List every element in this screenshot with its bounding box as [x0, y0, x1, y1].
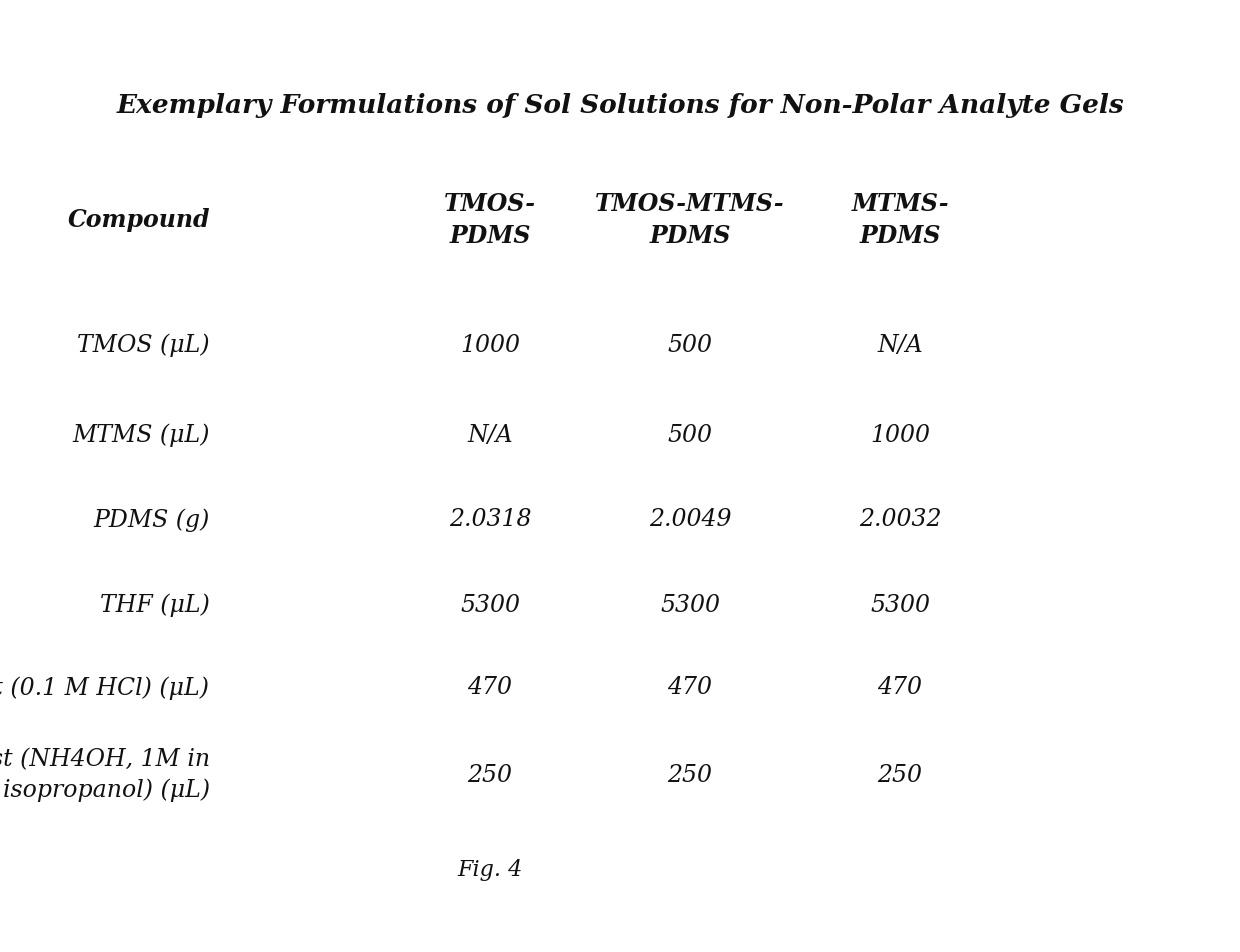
Text: 2.0318: 2.0318 — [449, 508, 531, 531]
Text: TMOS-MTMS-
PDMS: TMOS-MTMS- PDMS — [595, 192, 785, 248]
Text: 5300: 5300 — [870, 593, 930, 617]
Text: THF (μL): THF (μL) — [100, 593, 210, 617]
Text: 250: 250 — [667, 764, 713, 786]
Text: 5300: 5300 — [660, 593, 720, 617]
Text: Acid catalyst (0.1 M HCl) (μL): Acid catalyst (0.1 M HCl) (μL) — [0, 676, 210, 700]
Text: 470: 470 — [667, 677, 713, 700]
Text: 500: 500 — [667, 333, 713, 356]
Text: 1000: 1000 — [870, 424, 930, 446]
Text: Compound: Compound — [67, 208, 210, 232]
Text: 470: 470 — [878, 677, 923, 700]
Text: N/A: N/A — [467, 424, 513, 446]
Text: PDMS (g): PDMS (g) — [94, 508, 210, 532]
Text: Fig. 4: Fig. 4 — [458, 859, 522, 881]
Text: Exemplary Formulations of Sol Solutions for Non-Polar Analyte Gels: Exemplary Formulations of Sol Solutions … — [117, 92, 1123, 117]
Text: 1000: 1000 — [460, 333, 520, 356]
Text: 250: 250 — [467, 764, 512, 786]
Text: 500: 500 — [667, 424, 713, 446]
Text: TMOS-
PDMS: TMOS- PDMS — [444, 192, 536, 248]
Text: 470: 470 — [467, 677, 512, 700]
Text: N/A: N/A — [877, 333, 923, 356]
Text: Base catalyst (NH4OH, 1M in
isopropanol) (μL): Base catalyst (NH4OH, 1M in isopropanol)… — [0, 747, 210, 803]
Text: 2.0049: 2.0049 — [649, 508, 732, 531]
Text: MTMS-
PDMS: MTMS- PDMS — [851, 192, 949, 248]
Text: TMOS (μL): TMOS (μL) — [77, 333, 210, 357]
Text: MTMS (μL): MTMS (μL) — [72, 424, 210, 446]
Text: 250: 250 — [878, 764, 923, 786]
Text: 5300: 5300 — [460, 593, 520, 617]
Text: 2.0032: 2.0032 — [859, 508, 941, 531]
